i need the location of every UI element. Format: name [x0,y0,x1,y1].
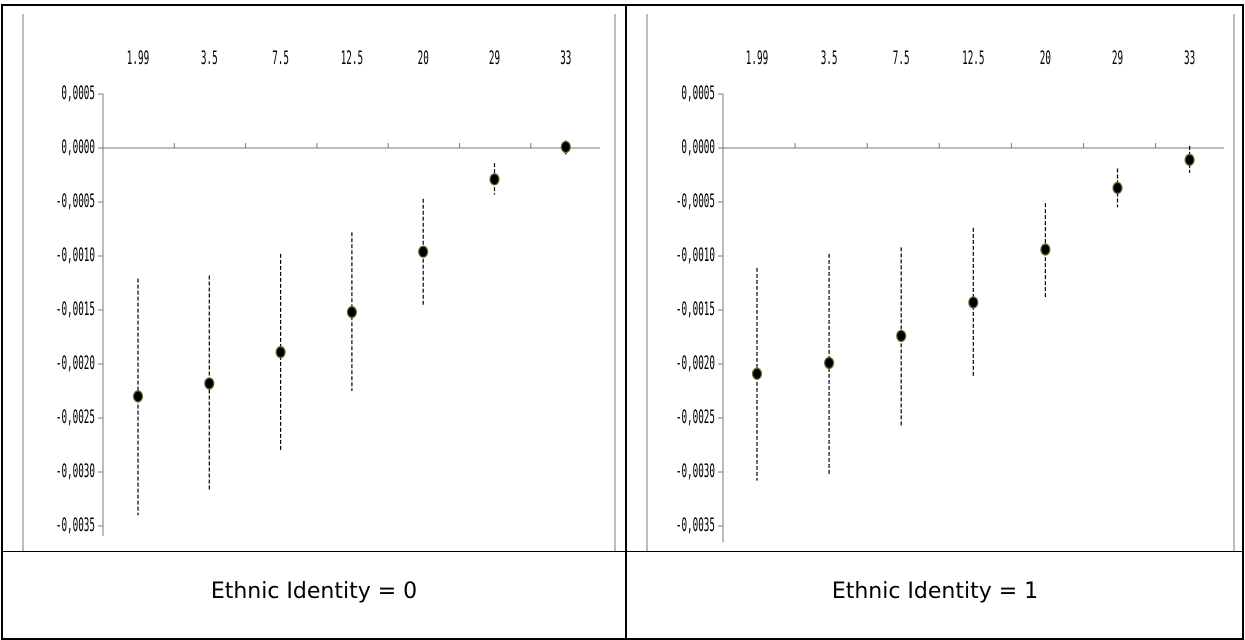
data-point [418,245,429,258]
panel-divider [625,4,627,640]
y-tick-label: 0,0005 [61,83,95,105]
caption-separator-left [3,551,625,552]
y-tick-label: -0,0005 [676,191,715,213]
data-point [896,329,907,343]
y-tick-label: -0,0020 [56,353,95,375]
chart-svg-right: 0,0005 0,0000 -0,0005 -0,0010 -0,0015 -0,0020… [646,14,1235,551]
caption-separator-right [627,551,1243,552]
y-tick-label: -0,0010 [676,245,715,267]
data-point [560,140,571,154]
caption-ethnic-identity-1: Ethnic Identity = 1 [831,579,1039,604]
y-tick-label: -0,0015 [676,299,715,321]
chart-svg-left: 0,0005 0,0000 -0,0005 -0,0010 -0,0015 -0,0020… [22,14,616,551]
y-tick-label: -0,0020 [676,353,715,375]
caption-ethnic-identity-0: Ethnic Identity = 0 [210,579,418,604]
x-category-label: 7.5 [272,48,289,70]
x-category-label: 33 [1184,48,1195,70]
y-tick-label: -0,0025 [56,407,95,429]
chart-panel-ethnic-identity-1: 0,0005 0,0000 -0,0005 -0,0010 -0,0015 -0,0020… [627,6,1241,551]
data-point [132,390,144,403]
figure-frame [1,4,1244,640]
x-category-label: 3.5 [821,48,838,70]
y-tick-label: -0,0025 [676,407,715,429]
y-tick-label: -0,0030 [676,461,715,483]
y-tick-label: 0,0000 [681,137,715,159]
data-point [824,356,835,370]
x-category-label: 1.99 [127,48,149,70]
data-point [1112,181,1123,195]
chart-panel-ethnic-identity-0: 0,0005 0,0000 -0,0005 -0,0010 -0,0015 -0,0020… [3,6,623,551]
data-point [1184,153,1195,166]
y-tick-label: 0,0000 [61,137,95,159]
data-point [489,173,500,186]
y-tick-label: -0,0010 [56,245,95,267]
data-point [275,346,286,359]
y-tick-label: -0,0035 [56,515,95,537]
x-category-label: 12.5 [341,48,363,70]
y-tick-label: -0,0030 [56,461,95,483]
x-category-label: 20 [418,48,429,70]
x-category-label: 1.99 [746,48,768,70]
x-category-label: 33 [560,48,571,70]
x-category-label: 29 [489,48,500,70]
x-category-label: 3.5 [201,48,218,70]
y-tick-label: -0,0005 [56,191,95,213]
data-point [968,296,979,309]
data-point [346,306,357,319]
y-tick-label: -0,0035 [676,515,715,537]
y-tick-label: 0,0005 [681,83,715,105]
data-point [1040,243,1051,256]
x-category-label: 29 [1112,48,1123,70]
x-category-label: 7.5 [893,48,910,70]
data-point [204,377,215,390]
y-tick-label: -0,0015 [56,299,95,321]
data-point [751,367,763,380]
x-category-label: 20 [1040,48,1051,70]
x-category-label: 12.5 [962,48,984,70]
